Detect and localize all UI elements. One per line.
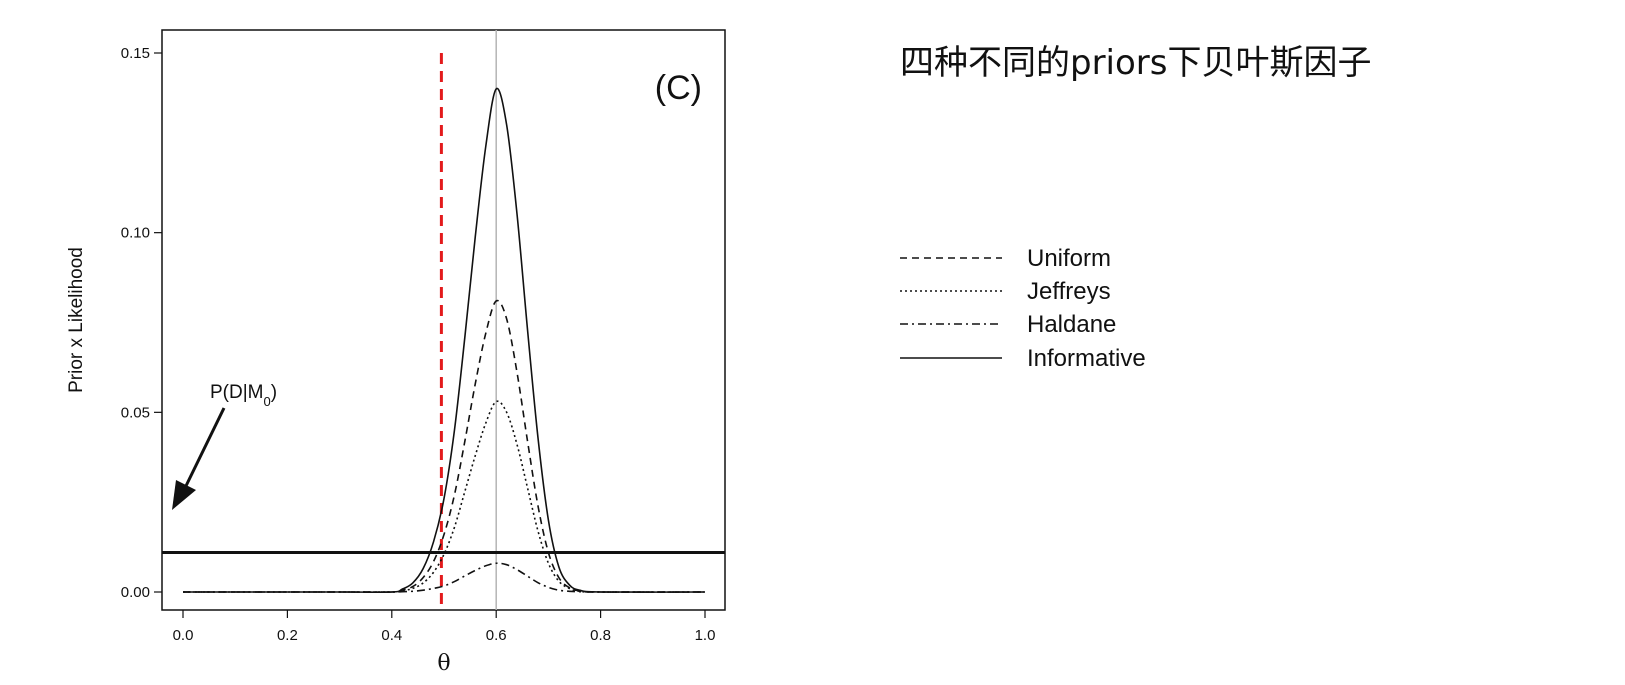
series-line-uniform <box>183 299 706 593</box>
y-axis-title: Prior x Likelihood <box>66 247 87 393</box>
y-tick-label: 0.15 <box>121 45 150 62</box>
plot-frame <box>161 29 726 611</box>
x-tick-label: 0.8 <box>590 627 611 644</box>
legend-label-uniform: Uniform <box>1027 245 1111 272</box>
x-tick-label: 1.0 <box>695 627 716 644</box>
legend-label-jeffreys: Jeffreys <box>1027 278 1111 305</box>
legend-label-informative: Informative <box>1027 345 1146 372</box>
annotation-arrow-head <box>172 480 196 510</box>
series-line-haldane <box>183 562 706 593</box>
x-axis-title: θ <box>437 651 450 676</box>
y-tick-label: 0.05 <box>121 404 150 421</box>
x-tick-label: 0.0 <box>173 627 194 644</box>
page-title: 四种不同的priors下贝叶斯因子 <box>900 43 1372 83</box>
annotation-subscript: 0 <box>263 394 270 409</box>
legend: Uniform Jeffreys Haldane Informative <box>900 245 1146 372</box>
x-tick-label: 0.6 <box>486 627 507 644</box>
series-line-jeffreys <box>183 400 706 593</box>
y-tick-label: 0.00 <box>121 584 150 601</box>
legend-label-haldane: Haldane <box>1027 311 1116 338</box>
annotation-p-d-m0: P(D|M0) <box>210 382 277 409</box>
x-tick-label: 0.2 <box>277 627 298 644</box>
plot-layer: 0.00 0.05 0.10 0.15 0.0 0.2 0.4 0.6 0.8 1.0 θ Prior… <box>66 29 726 676</box>
y-tick-label: 0.10 <box>121 225 150 242</box>
panel-label: (C) <box>655 69 702 107</box>
annotation-arrow-shaft <box>182 407 226 491</box>
series-line-informative <box>183 87 706 594</box>
x-tick-label: 0.4 <box>381 627 402 644</box>
annotation-layer: P(D|M0) <box>172 382 277 510</box>
